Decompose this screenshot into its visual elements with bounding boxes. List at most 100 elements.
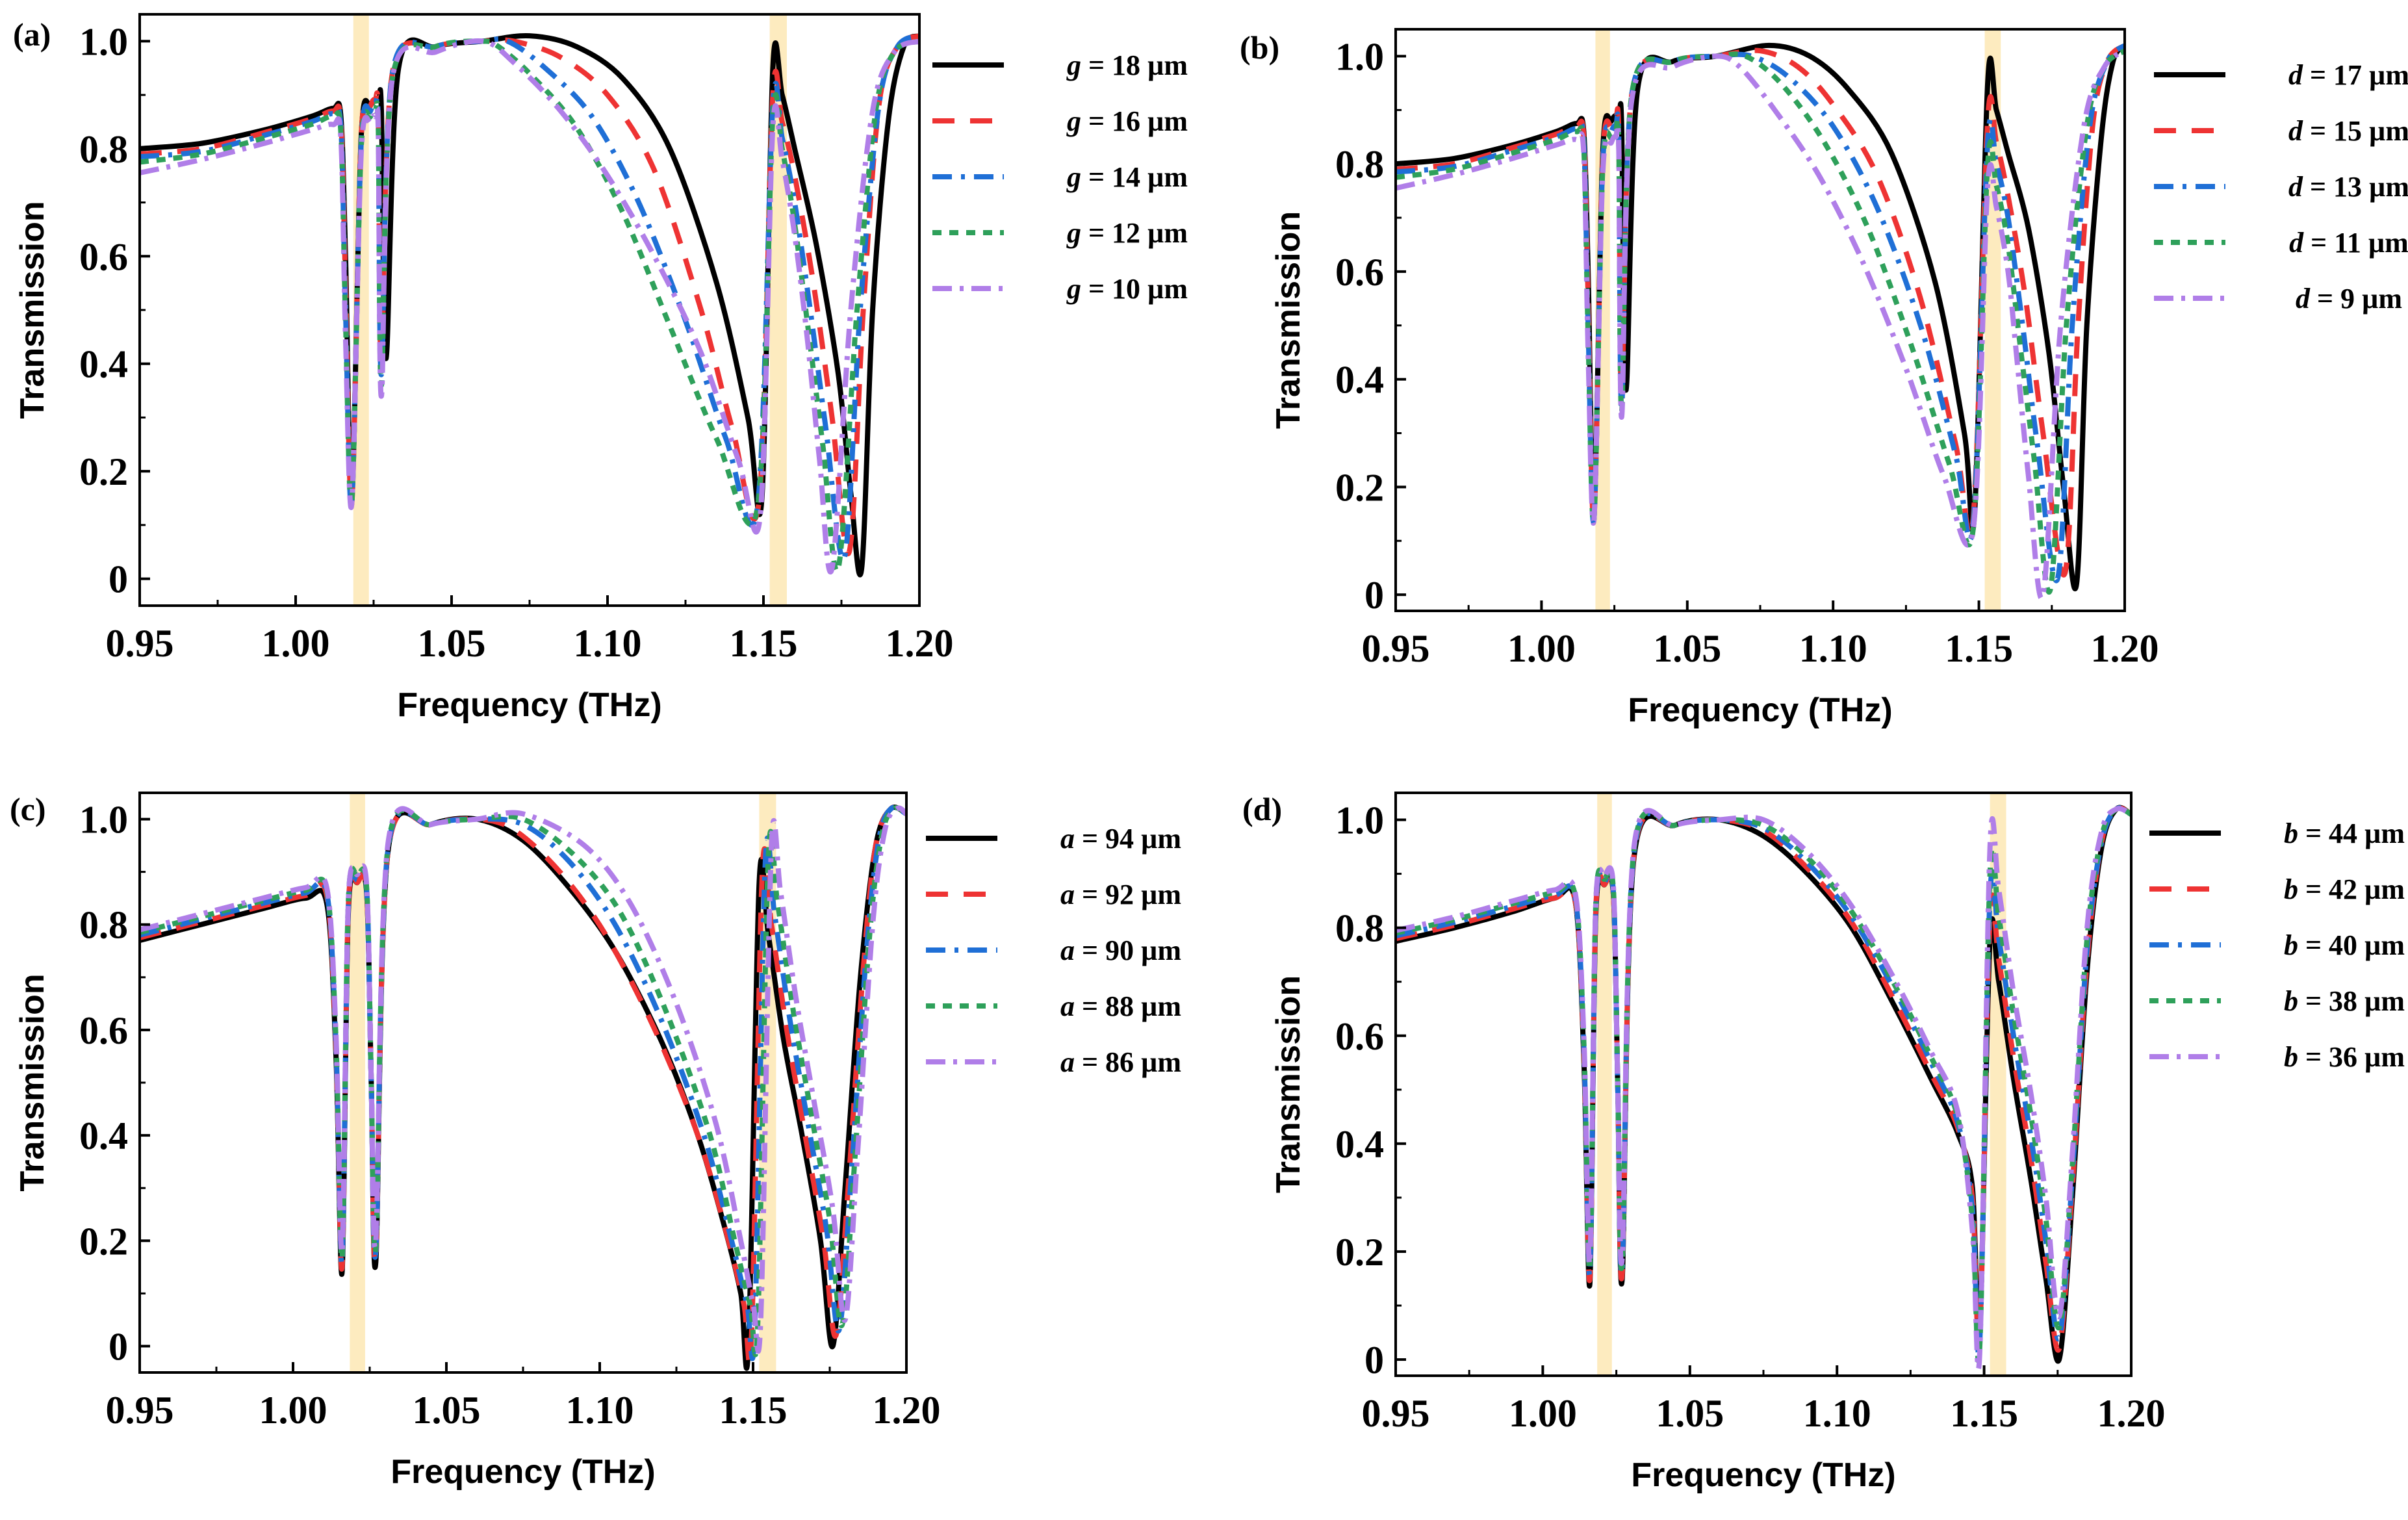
legend-value: = 38 µm — [2298, 985, 2405, 1017]
legend-entry: b = 38 µm — [2284, 985, 2405, 1017]
series-line — [1396, 806, 2131, 1372]
legend-entry: b = 36 µm — [2284, 1041, 2405, 1073]
legend-variable: a — [1060, 879, 1075, 910]
legend-variable: b — [2284, 1041, 2298, 1073]
chart-panel: 0.95 1.00 1.05 1.10 1.15 1.20 0 0.2 0.4 0.6 0.8 1.0… — [1240, 28, 2408, 729]
x-axis-title: Frequency (THz) — [397, 686, 661, 724]
legend-variable: d — [2288, 171, 2303, 203]
legend-value: = 10 µm — [1081, 273, 1188, 305]
legend-variable: g — [1066, 105, 1081, 137]
y-tick-label: 0.4 — [1335, 359, 1384, 402]
legend-value: = 15 µm — [2303, 115, 2408, 147]
y-tick-label: 0.6 — [79, 235, 128, 278]
legend-entry: a = 92 µm — [1060, 879, 1181, 910]
y-tick-label: 0.4 — [79, 343, 128, 386]
panel-label: (c) — [10, 791, 46, 827]
y-axis-title: Transmission — [14, 973, 51, 1191]
legend-entry: a = 94 µm — [1060, 823, 1181, 855]
legend-entry: a = 86 µm — [1060, 1046, 1181, 1078]
x-tick-label: 1.00 — [1509, 1392, 1577, 1435]
y-tick-label: 1.0 — [1335, 799, 1384, 842]
legend-value: = 44 µm — [2298, 818, 2405, 849]
x-axis-title: Frequency (THz) — [1631, 1456, 1895, 1494]
y-axis-title: Transmission — [1270, 975, 1307, 1193]
y-tick-label: 0.8 — [79, 904, 128, 947]
y-axis-title: Transmission — [14, 201, 51, 419]
legend-entry: d = 11 µm — [2289, 227, 2408, 259]
x-tick-label: 1.20 — [886, 622, 954, 665]
series-line — [140, 805, 906, 1365]
legend-entry: g = 18 µm — [1066, 49, 1188, 81]
legend-value: = 94 µm — [1075, 823, 1181, 855]
legend-variable: a — [1060, 1046, 1075, 1078]
panel-label: (b) — [1240, 29, 1279, 66]
panel-label: (a) — [13, 16, 51, 53]
legend-entry: d = 13 µm — [2288, 171, 2408, 203]
y-tick-label: 0.6 — [1335, 1015, 1384, 1058]
legend: d = 17 µmd = 15 µmd = 13 µmd = 11 µmd = … — [2154, 59, 2408, 315]
panel-label: (d) — [1242, 791, 1282, 827]
legend: g = 18 µmg = 16 µmg = 14 µmg = 12 µmg = … — [932, 49, 1188, 305]
y-tick-label: 0.8 — [1335, 907, 1384, 950]
legend-entry: g = 14 µm — [1066, 161, 1188, 193]
y-tick-label: 0.8 — [79, 128, 128, 171]
legend-variable: d — [2289, 227, 2304, 259]
legend-variable: a — [1060, 990, 1075, 1022]
x-tick-label: 1.15 — [730, 622, 798, 665]
x-tick-label: 1.00 — [1507, 627, 1576, 670]
legend-variable: d — [2288, 115, 2303, 147]
series-line — [1396, 805, 2131, 1364]
legend-value: = 90 µm — [1075, 934, 1181, 966]
legend-entry: d = 15 µm — [2288, 115, 2408, 147]
x-tick-label: 1.10 — [574, 622, 642, 665]
y-tick-label: 0 — [1364, 574, 1384, 617]
x-axis-title: Frequency (THz) — [391, 1453, 655, 1491]
legend-entry: g = 16 µm — [1066, 105, 1188, 137]
x-tick-label: 1.10 — [566, 1389, 634, 1432]
y-tick-label: 0.2 — [1335, 1231, 1384, 1274]
x-tick-label: 1.00 — [262, 622, 330, 665]
series-line — [1396, 48, 2125, 601]
series-line — [1396, 43, 2125, 584]
highlight-band — [1595, 29, 1610, 611]
legend-value: = 11 µm — [2303, 227, 2408, 259]
legend-entry: b = 42 µm — [2284, 873, 2405, 905]
plot-area — [1396, 805, 2131, 1372]
legend-value: = 17 µm — [2303, 59, 2408, 91]
legend-value: = 12 µm — [1081, 217, 1188, 249]
y-tick-label: 0.2 — [79, 450, 128, 493]
legend-variable: a — [1060, 934, 1075, 966]
x-tick-label: 0.95 — [1362, 1392, 1430, 1435]
legend-entry: d = 17 µm — [2288, 59, 2408, 91]
chart-panel: 0.95 1.00 1.05 1.10 1.15 1.20 0 0.2 0.4 0.6 0.8 1.0… — [1242, 791, 2405, 1494]
legend-variable: g — [1066, 217, 1081, 249]
series-line — [140, 805, 906, 1371]
legend-entry: b = 44 µm — [2284, 818, 2405, 849]
legend-variable: d — [2288, 59, 2303, 91]
plot-area — [140, 32, 919, 578]
legend-entry: g = 12 µm — [1066, 217, 1188, 249]
legend-value: = 42 µm — [2298, 873, 2405, 905]
legend-value: = 40 µm — [2298, 929, 2405, 961]
chart-panel: 0.95 1.00 1.05 1.10 1.15 1.20 0 0.2 0.4 0.6 0.8 1.0… — [13, 13, 1188, 724]
x-tick-label: 0.95 — [106, 622, 174, 665]
x-tick-label: 0.95 — [106, 1389, 174, 1432]
x-tick-label: 1.20 — [2091, 627, 2159, 670]
y-tick-label: 1.0 — [1335, 35, 1384, 78]
legend-entry: b = 40 µm — [2284, 929, 2405, 961]
legend-value: = 92 µm — [1075, 879, 1181, 910]
y-tick-label: 1.0 — [79, 20, 128, 63]
legend-variable: b — [2284, 985, 2298, 1017]
x-tick-label: 1.10 — [1799, 627, 1867, 670]
legend-variable: b — [2284, 873, 2298, 905]
x-tick-label: 1.05 — [1653, 627, 1721, 670]
x-tick-label: 1.15 — [1945, 627, 2013, 670]
series-line — [1396, 805, 2131, 1356]
legend-entry: d = 9 µm — [2296, 283, 2402, 315]
x-tick-label: 1.15 — [719, 1389, 788, 1432]
legend-value: = 36 µm — [2298, 1041, 2405, 1073]
legend-variable: d — [2296, 283, 2311, 315]
y-tick-label: 0.4 — [79, 1114, 128, 1157]
y-tick-label: 0 — [109, 1325, 128, 1368]
